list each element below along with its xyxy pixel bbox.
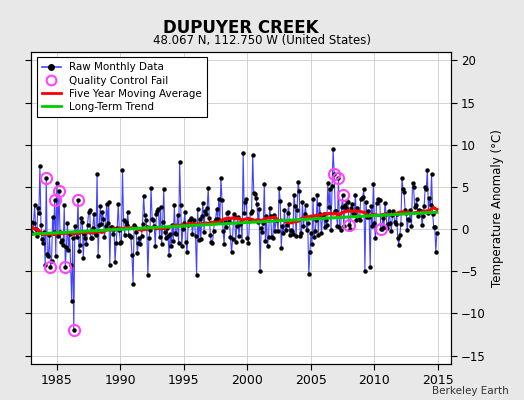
Title: DUPUYER CREEK: DUPUYER CREEK (163, 18, 319, 36)
Y-axis label: Temperature Anomaly (°C): Temperature Anomaly (°C) (492, 129, 505, 287)
Text: Berkeley Earth: Berkeley Earth (432, 386, 508, 396)
Legend: Raw Monthly Data, Quality Control Fail, Five Year Moving Average, Long-Term Tren: Raw Monthly Data, Quality Control Fail, … (37, 57, 207, 117)
Text: 48.067 N, 112.750 W (United States): 48.067 N, 112.750 W (United States) (153, 34, 371, 47)
